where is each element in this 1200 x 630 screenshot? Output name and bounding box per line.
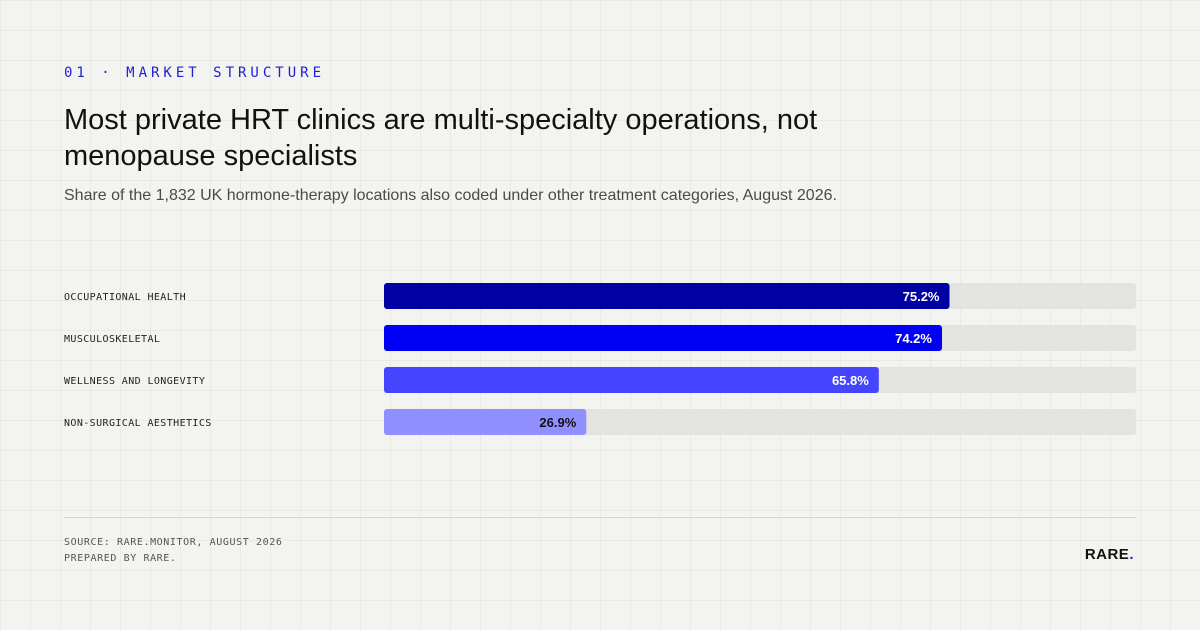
bar-chart: OCCUPATIONAL HEALTH 75.2% MUSCULOSKELETAL 7…: [64, 283, 1136, 435]
value-label: 65.8%: [832, 373, 869, 388]
brand-dot: .: [1129, 546, 1134, 563]
brand-wordmark: RARE: [1084, 546, 1130, 563]
footer-divider: [64, 517, 1136, 518]
bar: [384, 367, 879, 393]
brand-logo: RARE.: [1085, 546, 1134, 563]
category-label: OCCUPATIONAL HEALTH: [64, 292, 186, 303]
value-label: 75.2%: [903, 289, 940, 304]
source-line: SOURCE: RARE.MONITOR, AUGUST 2026: [64, 537, 283, 548]
value-label: 26.9%: [539, 415, 576, 430]
value-label: 74.2%: [895, 331, 932, 346]
category-label: WELLNESS AND LONGEVITY: [64, 376, 205, 387]
chart-title: Most private HRT clinics are multi-speci…: [64, 104, 818, 172]
section-kicker: 01 · MARKET STRUCTURE: [64, 65, 326, 81]
chart-subtitle: Share of the 1,832 UK hormone-therapy lo…: [64, 187, 837, 204]
source-note: SOURCE: RARE.MONITOR, AUGUST 2026 PREPAR…: [64, 535, 282, 567]
bar: [384, 325, 942, 351]
category-label: NON-SURGICAL AESTHETICS: [64, 418, 212, 429]
bar: [384, 409, 587, 435]
bar: [384, 283, 950, 309]
category-label: MUSCULOSKELETAL: [64, 334, 160, 345]
prepared-by-line: PREPARED BY RARE.: [64, 553, 177, 564]
